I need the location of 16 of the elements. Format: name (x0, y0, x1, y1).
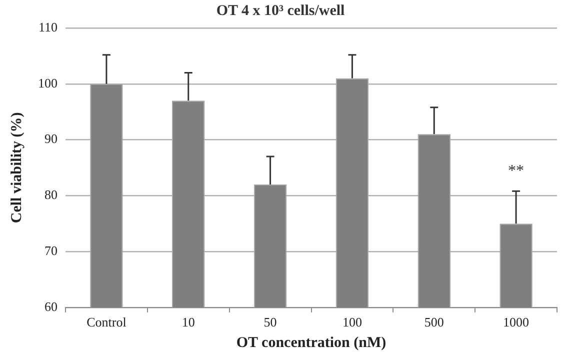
x-axis-title: OT concentration (nM) (236, 334, 386, 351)
chart-title: OT 4 x 10³ cells/well (216, 2, 345, 19)
y-tick-label: 100 (38, 75, 58, 90)
x-tick-label: 1000 (503, 314, 530, 330)
x-tick-label: 50 (264, 314, 277, 330)
x-tick-label: 500 (424, 314, 444, 330)
annotation: ** (508, 162, 524, 180)
y-tick-label: 70 (44, 242, 58, 258)
x-tick-label: 100 (342, 314, 362, 330)
y-tick-label: 60 (44, 298, 58, 314)
x-tick-label: 10 (182, 314, 195, 330)
x-tick-label: Control (86, 314, 127, 330)
y-axis-title: Cell viability (%) (8, 112, 25, 224)
y-tick-label: 90 (44, 131, 58, 146)
y-tick-label: 110 (38, 19, 58, 34)
y-tick-label: 80 (44, 187, 58, 202)
